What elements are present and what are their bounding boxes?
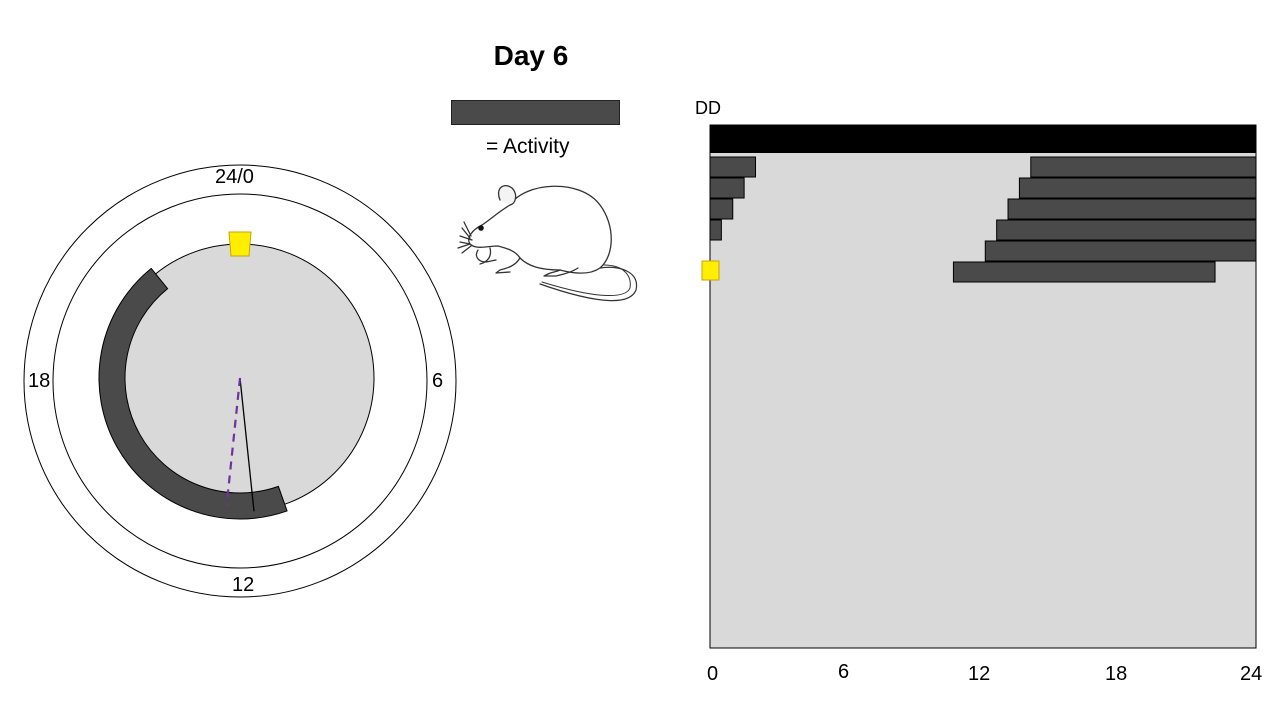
activity-legend-label: = Activity bbox=[486, 135, 570, 158]
x-tick-label: 18 bbox=[1105, 663, 1128, 685]
clock-hand bbox=[239, 377, 255, 512]
page-title: Day 6 bbox=[493, 40, 569, 71]
activity-bout-bar bbox=[709, 177, 745, 199]
clock-label-top: 24/0 bbox=[215, 166, 254, 188]
activity-bout-bar bbox=[1007, 198, 1257, 220]
clock-label-left: 18 bbox=[28, 370, 51, 392]
x-tick-label: 6 bbox=[838, 661, 850, 683]
activity-bout-bar bbox=[709, 198, 734, 220]
phase-dashed-line bbox=[225, 377, 242, 506]
activity-bout-bar bbox=[709, 219, 722, 241]
mouse-illustration bbox=[457, 185, 638, 302]
phase-marker bbox=[228, 231, 252, 257]
activity-bout-bar bbox=[996, 219, 1257, 241]
dd-condition-bar bbox=[710, 125, 1256, 153]
clock-activity-arc bbox=[98, 267, 288, 520]
actogram-condition-label: DD bbox=[695, 98, 721, 118]
clock-label-bottom: 12 bbox=[232, 574, 255, 596]
circadian-clock bbox=[23, 164, 457, 598]
x-tick-label: 12 bbox=[968, 663, 991, 685]
activity-bout-bar bbox=[1018, 177, 1257, 199]
actogram-bouts bbox=[709, 156, 1257, 283]
x-tick-label: 0 bbox=[707, 663, 719, 685]
x-tick-label: 24 bbox=[1240, 663, 1263, 685]
activity-bout-bar bbox=[984, 240, 1257, 262]
actogram bbox=[701, 124, 1257, 649]
activity-bout-bar bbox=[709, 156, 756, 178]
activity-bout-bar bbox=[1030, 156, 1257, 178]
activity-legend-swatch bbox=[451, 100, 620, 125]
clock-label-right: 6 bbox=[432, 370, 444, 392]
activity-bout-bar bbox=[952, 261, 1216, 283]
day-marker bbox=[701, 260, 720, 281]
